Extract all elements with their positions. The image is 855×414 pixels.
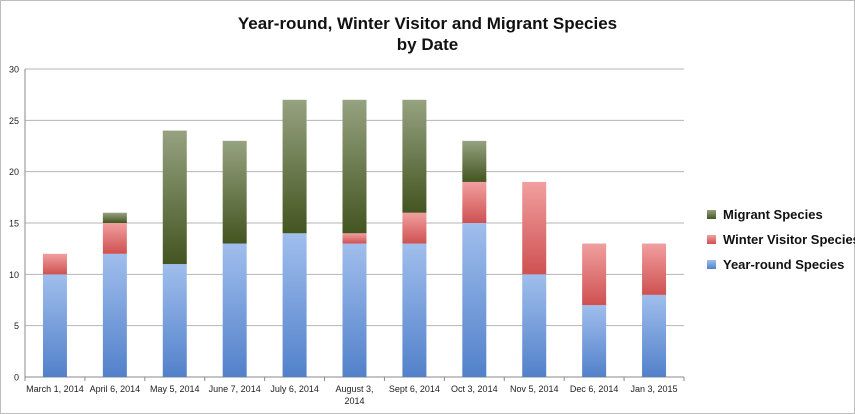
bar-year-round-species xyxy=(402,243,427,377)
bar-winter-visitor-species xyxy=(102,223,127,254)
bar-year-round-species xyxy=(342,243,367,377)
legend-label: Year-round Species xyxy=(723,257,845,272)
x-tick-label: Nov 5, 2014 xyxy=(510,384,559,394)
bar-winter-visitor-species xyxy=(42,253,67,275)
bar-winter-visitor-species xyxy=(522,181,547,275)
x-tick-label: July 6, 2014 xyxy=(270,384,319,394)
bar-migrant-species xyxy=(102,212,127,223)
chart-subtitle: by Date xyxy=(396,35,459,54)
x-tick-label: March 1, 2014 xyxy=(26,384,84,394)
x-tick-label: Dec 6, 2014 xyxy=(570,384,619,394)
bar-year-round-species xyxy=(462,223,487,377)
y-tick-label: 25 xyxy=(9,116,19,126)
x-tick-label: April 6, 2014 xyxy=(90,384,141,394)
bar-migrant-species xyxy=(402,99,427,213)
legend-item: Migrant Species xyxy=(707,202,855,227)
y-tick-label: 20 xyxy=(9,167,19,177)
bar-winter-visitor-species xyxy=(582,243,607,306)
legend-label: Winter Visitor Species xyxy=(723,232,855,247)
bar-year-round-species xyxy=(282,233,307,377)
legend-swatch xyxy=(707,235,716,244)
bar-year-round-species xyxy=(582,305,607,377)
chart-title: Year-round, Winter Visitor and Migrant S… xyxy=(237,14,618,33)
x-tick-label: Sept 6, 2014 xyxy=(389,384,440,394)
chart-title-block: Year-round, Winter Visitor and Migrant S… xyxy=(1,13,854,55)
bar-year-round-species xyxy=(102,253,127,377)
legend-label: Migrant Species xyxy=(723,207,823,222)
x-tick-label: Jan 3, 2015 xyxy=(631,384,678,394)
x-tick-label: August 3, xyxy=(335,384,373,394)
y-tick-label: 0 xyxy=(14,373,19,383)
bar-year-round-species xyxy=(522,274,547,377)
bar-winter-visitor-species xyxy=(642,243,667,295)
legend-item: Year-round Species xyxy=(707,252,855,277)
y-tick-label: 30 xyxy=(9,65,19,75)
legend-swatch xyxy=(707,210,716,219)
bar-migrant-species xyxy=(462,140,487,182)
bar-year-round-species xyxy=(642,294,667,377)
bar-migrant-species xyxy=(282,99,307,234)
bar-migrant-species xyxy=(342,99,367,234)
y-tick-label: 15 xyxy=(9,219,19,229)
y-tick-label: 10 xyxy=(9,270,19,280)
bar-migrant-species xyxy=(222,140,247,244)
chart-legend: Migrant Species Winter Visitor Species Yea… xyxy=(707,202,855,277)
bar-migrant-species xyxy=(162,130,187,265)
y-tick-label: 5 xyxy=(14,321,19,331)
bar-year-round-species xyxy=(162,264,187,377)
bar-year-round-species xyxy=(42,274,67,377)
x-tick-label: Oct 3, 2014 xyxy=(451,384,498,394)
bar-winter-visitor-species xyxy=(342,233,367,244)
bar-winter-visitor-species xyxy=(462,181,487,223)
bar-winter-visitor-species xyxy=(402,212,427,244)
x-tick-label: 2014 xyxy=(344,396,364,406)
legend-swatch xyxy=(707,260,716,269)
x-tick-label: June 7, 2014 xyxy=(209,384,261,394)
x-tick-label: May 5, 2014 xyxy=(150,384,200,394)
legend-item: Winter Visitor Species xyxy=(707,227,855,252)
bar-year-round-species xyxy=(222,243,247,377)
